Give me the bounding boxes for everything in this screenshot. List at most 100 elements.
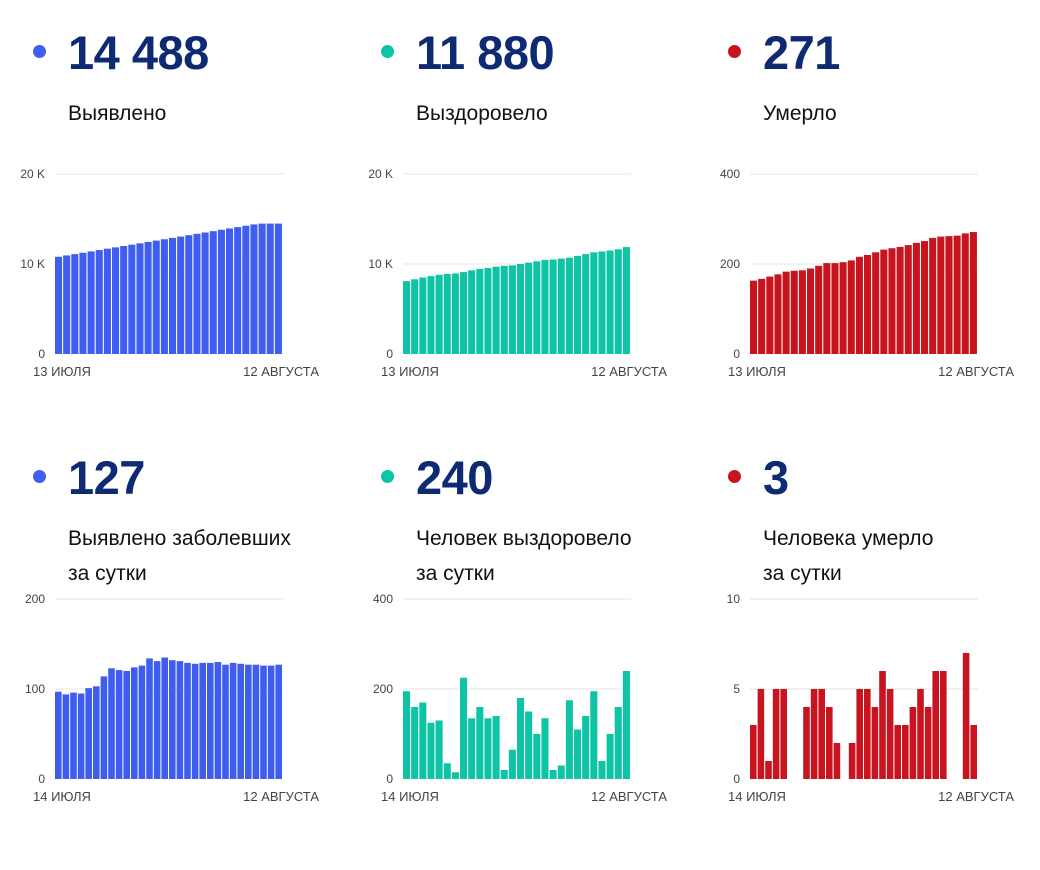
bar	[123, 671, 130, 779]
bar	[807, 268, 815, 354]
bar	[55, 256, 63, 354]
bar	[790, 270, 798, 354]
bar	[872, 252, 880, 354]
bar	[871, 707, 879, 779]
x-end-label: 12 АВГУСТА	[591, 789, 667, 804]
detected-daily-label-line: за сутки	[68, 562, 147, 585]
detected-value: 14 488	[68, 26, 209, 79]
bar	[411, 279, 419, 354]
bar	[757, 689, 765, 779]
bar	[924, 707, 932, 779]
bar	[185, 235, 193, 354]
bar	[815, 265, 823, 354]
bar	[782, 271, 790, 354]
bar	[565, 257, 573, 354]
bar	[229, 662, 237, 779]
bar	[803, 707, 810, 779]
bar	[823, 263, 831, 354]
y-tick-label: 0	[386, 772, 393, 786]
y-tick-label: 200	[25, 592, 45, 606]
bar	[969, 232, 977, 354]
bar	[606, 734, 614, 779]
y-tick-label: 200	[720, 257, 740, 271]
bar	[912, 242, 920, 354]
bar	[128, 244, 136, 354]
panel-detected-daily: 127 Выявлено заболевших за сутки 0 100 200 14 …	[25, 450, 360, 870]
y-tick-label: 0	[733, 772, 740, 786]
bar	[894, 725, 901, 779]
bar	[419, 702, 427, 779]
bar	[199, 662, 206, 779]
bar	[115, 670, 123, 779]
bar	[214, 662, 222, 779]
x-start-label: 14 ИЮЛЯ	[381, 789, 439, 804]
y-tick-label: 0	[38, 347, 45, 361]
bar	[500, 770, 508, 779]
bar	[541, 718, 549, 779]
bar	[937, 236, 945, 354]
bar	[100, 676, 108, 779]
y-tick-label: 0	[386, 347, 393, 361]
y-tick-label: 10	[727, 592, 741, 606]
chart-recovered: 0 10 K 20 K 13 ИЮЛЯ 12 АВГУСТА	[368, 167, 667, 379]
bar	[500, 265, 508, 354]
bar	[62, 694, 70, 779]
bar	[193, 233, 201, 354]
detected-daily-value: 127	[68, 451, 145, 504]
x-start-label: 13 ИЮЛЯ	[728, 364, 786, 379]
bar	[209, 231, 217, 354]
bar	[517, 264, 525, 354]
bar	[176, 661, 184, 779]
deaths-label: Умерло	[763, 96, 837, 131]
bar	[275, 664, 282, 779]
detected-daily-label: Выявлено заболевших за сутки	[68, 521, 291, 591]
legend-dot-icon	[33, 45, 46, 58]
bar	[403, 281, 411, 354]
recovered-daily-label-line: Человек выздоровело	[416, 527, 632, 550]
bar	[103, 248, 111, 354]
bar	[77, 693, 85, 779]
y-tick-label: 20 K	[368, 167, 393, 181]
bar	[921, 241, 929, 354]
bar	[403, 691, 411, 779]
legend-dot-icon	[381, 45, 394, 58]
bar	[260, 665, 267, 779]
x-start-label: 14 ИЮЛЯ	[33, 789, 91, 804]
bar	[582, 716, 590, 779]
bar	[886, 689, 894, 779]
bar	[207, 662, 214, 779]
bar	[508, 749, 516, 779]
bar	[880, 249, 888, 354]
bar	[902, 725, 909, 779]
bar	[574, 729, 582, 779]
chart-deaths: 0 200 400 13 ИЮЛЯ 12 АВГУСТА	[720, 167, 1014, 379]
bar	[476, 268, 484, 354]
panel-recovered-daily: 240 Человек выздоровело за сутки 0 200 400 14 …	[373, 450, 708, 870]
detected-daily-label-line: Выявлено заболевших	[68, 527, 291, 550]
bar	[541, 259, 549, 354]
bar	[909, 707, 917, 779]
y-tick-label: 0	[733, 347, 740, 361]
bar	[152, 240, 160, 354]
bar	[590, 691, 598, 779]
bar	[71, 254, 79, 354]
bar	[622, 247, 630, 354]
bar	[169, 660, 176, 779]
recovered-label-line: Выздоровело	[416, 102, 548, 125]
bar	[484, 268, 492, 354]
bar	[614, 249, 622, 354]
bar	[95, 250, 103, 354]
bar	[780, 689, 787, 779]
bar	[435, 720, 443, 779]
bar	[574, 255, 582, 354]
bar	[864, 255, 872, 354]
bar	[557, 258, 565, 354]
bar	[750, 280, 758, 354]
x-end-label: 12 АВГУСТА	[591, 364, 667, 379]
y-tick-label: 5	[733, 682, 740, 696]
bar	[234, 227, 242, 354]
bar	[144, 241, 152, 354]
x-end-label: 12 АВГУСТА	[938, 364, 1014, 379]
bar	[549, 259, 557, 354]
bar	[435, 274, 443, 354]
